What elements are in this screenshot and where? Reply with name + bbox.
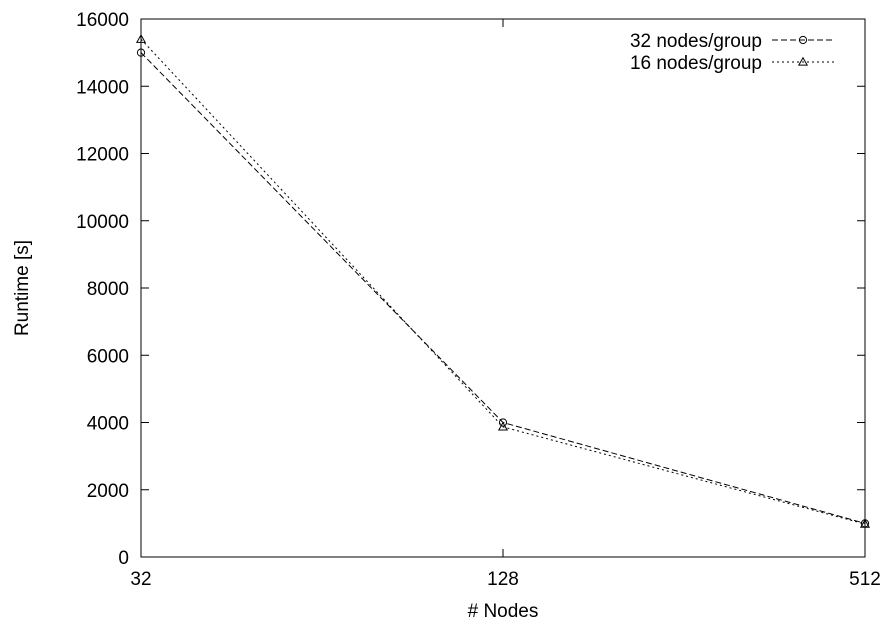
x-axis-ticks: 32 128 512 [130,19,881,590]
y-tick-label: 12000 [76,145,129,166]
legend-label-32-nodes-group: 32 nodes/group [630,31,762,52]
y-tick-label: 6000 [87,346,129,367]
legend-marker-16-nodes-group [797,56,809,66]
y-tick-label: 10000 [76,212,129,233]
data-point-32-nodes-group [498,418,508,427]
x-tick-label: 128 [487,569,519,590]
series-line-32-nodes-group [140,52,866,524]
x-axis-title: # Nodes [468,601,539,622]
x-tick-label: 512 [849,569,881,590]
y-axis-ticks: 0 2000 4000 6000 8000 10000 12000 14000 16000 [76,10,865,569]
y-tick-label: 16000 [76,10,129,31]
series-layer [135,33,871,528]
series-16-nodes-group [135,33,871,528]
y-axis-title: Runtime [s] [12,240,33,336]
y-tick-label: 8000 [87,279,129,300]
data-point-16-nodes-group [859,518,871,528]
legend-label-16-nodes-group: 16 nodes/group [630,53,762,74]
legend-marker-32-nodes-group [798,35,808,45]
plot-frame [140,18,866,558]
y-tick-label: 14000 [76,77,129,98]
data-point-16-nodes-group [497,421,509,431]
y-tick-label: 2000 [87,481,129,502]
y-tick-label: 4000 [87,414,129,435]
data-point-32-nodes-group [136,48,146,57]
series-line-16-nodes-group [140,38,866,525]
y-tick-label: 0 [118,548,129,569]
x-tick-label: 32 [130,569,151,590]
data-point-16-nodes-group [135,33,147,43]
series-32-nodes-group [136,48,870,528]
